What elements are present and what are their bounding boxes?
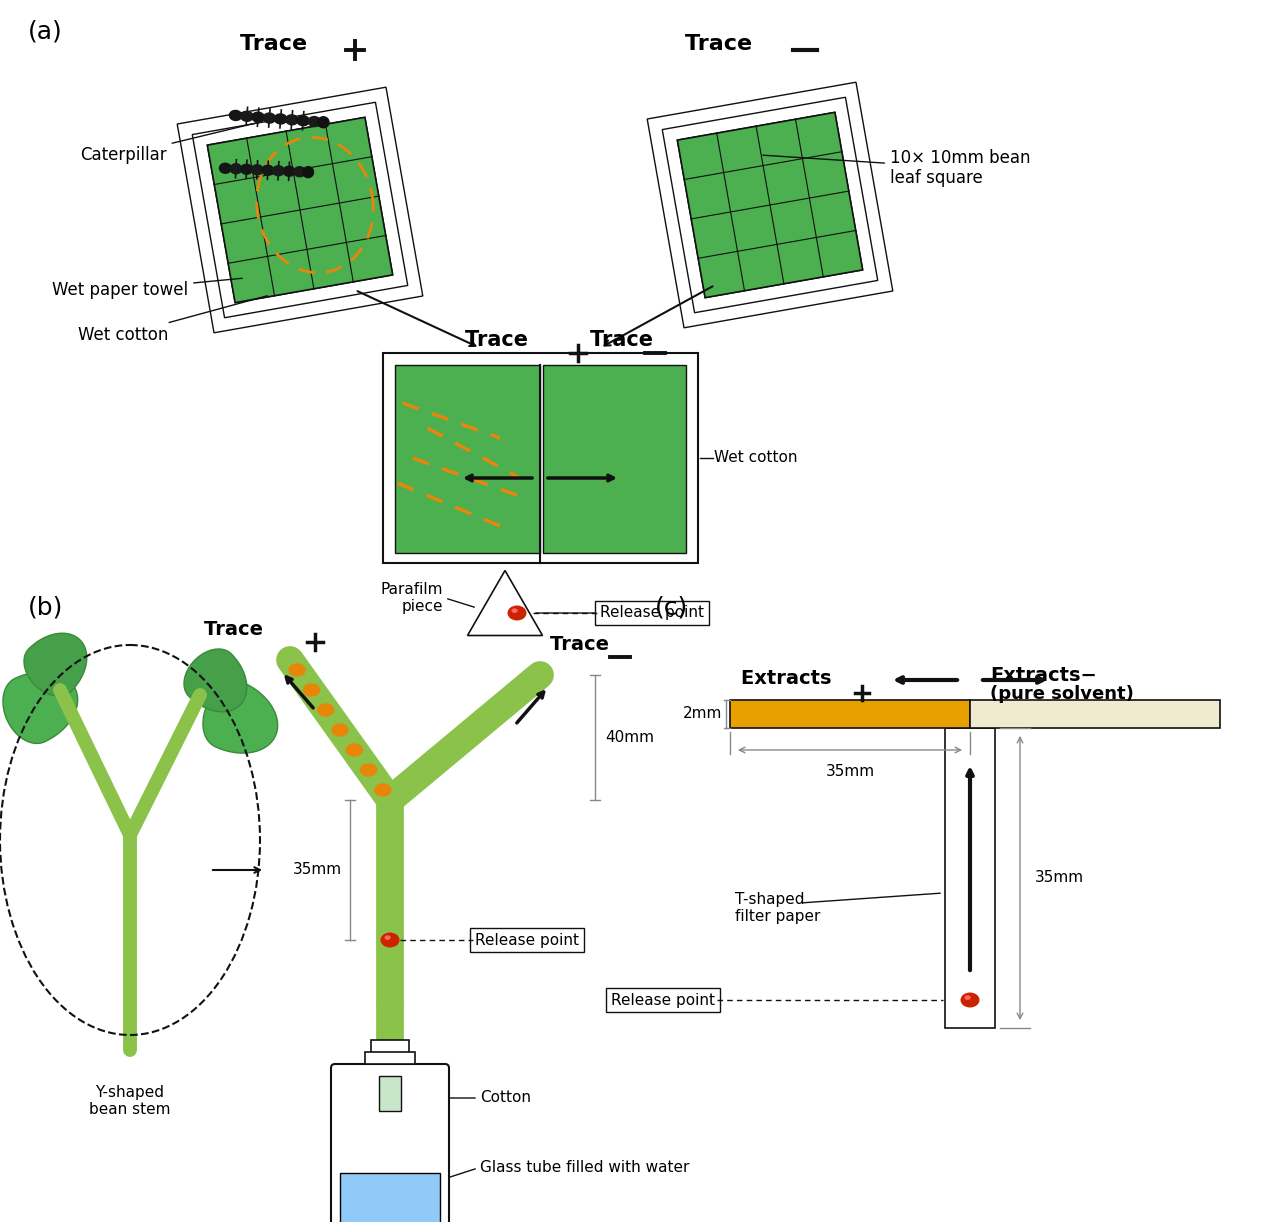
Text: Wet cotton: Wet cotton [78,296,268,345]
Polygon shape [192,103,408,318]
Polygon shape [24,633,87,697]
Polygon shape [467,571,543,635]
FancyBboxPatch shape [371,1040,410,1062]
Ellipse shape [965,996,970,1000]
Text: Trace: Trace [465,330,535,349]
Ellipse shape [308,116,320,127]
Polygon shape [677,112,863,298]
FancyBboxPatch shape [383,353,698,563]
Ellipse shape [241,164,252,175]
Text: Caterpillar: Caterpillar [79,122,257,164]
Ellipse shape [294,166,306,177]
Ellipse shape [230,164,242,174]
Text: Release point: Release point [611,992,716,1007]
Text: Y-shaped
bean stem: Y-shaped bean stem [90,1085,170,1117]
Ellipse shape [297,116,310,126]
Text: Wet cotton: Wet cotton [714,451,797,466]
Text: Parafilm
piece: Parafilm piece [380,582,443,615]
Polygon shape [677,112,863,298]
Text: Trace: Trace [205,620,270,639]
Ellipse shape [303,166,314,177]
Ellipse shape [229,110,242,121]
Ellipse shape [317,704,334,716]
Ellipse shape [251,165,262,175]
Polygon shape [662,98,878,313]
FancyBboxPatch shape [970,700,1220,728]
Text: Extracts: Extracts [741,668,838,688]
Text: Release point: Release point [475,932,579,947]
Ellipse shape [385,936,390,940]
Text: (b): (b) [28,596,64,620]
Ellipse shape [262,165,274,175]
Text: Trace: Trace [550,635,616,654]
Ellipse shape [317,117,329,128]
Ellipse shape [289,664,305,676]
Text: Trace: Trace [590,330,660,349]
Ellipse shape [961,993,979,1007]
Polygon shape [648,82,892,327]
Text: 35mm: 35mm [826,764,874,778]
Text: Trace: Trace [241,34,315,54]
Text: Extracts−: Extracts− [989,666,1097,686]
Ellipse shape [303,684,320,697]
Ellipse shape [332,723,348,736]
Text: (c): (c) [655,596,689,620]
Ellipse shape [264,114,275,123]
Ellipse shape [273,166,284,176]
Polygon shape [207,117,393,303]
Ellipse shape [361,764,376,776]
FancyBboxPatch shape [365,1052,415,1064]
Polygon shape [184,649,247,711]
Ellipse shape [375,785,390,796]
Polygon shape [177,87,422,332]
Text: Release point: Release point [600,605,704,621]
Text: 35mm: 35mm [1036,870,1084,886]
Polygon shape [3,672,78,743]
FancyBboxPatch shape [379,1077,401,1111]
Text: T-shaped
filter paper: T-shaped filter paper [735,892,820,924]
Ellipse shape [512,609,517,612]
Text: 10× 10mm bean
leaf square: 10× 10mm bean leaf square [763,149,1030,187]
Text: Cotton: Cotton [480,1090,531,1106]
Ellipse shape [219,164,232,174]
Ellipse shape [508,606,526,620]
Ellipse shape [285,115,298,125]
Text: (pure solvent): (pure solvent) [989,686,1134,703]
Ellipse shape [252,112,265,122]
Text: (a): (a) [28,20,63,43]
Ellipse shape [347,744,362,756]
Polygon shape [207,117,393,303]
FancyBboxPatch shape [394,365,540,554]
Text: Glass tube filled with water: Glass tube filled with water [480,1161,690,1176]
Text: 2mm: 2mm [682,706,722,721]
FancyBboxPatch shape [543,365,686,554]
Polygon shape [204,682,278,753]
Ellipse shape [274,114,287,123]
FancyBboxPatch shape [340,1173,440,1222]
Ellipse shape [381,934,399,947]
Text: Trace: Trace [685,34,760,54]
Text: 40mm: 40mm [605,730,654,745]
Text: 35mm: 35mm [293,863,342,877]
FancyBboxPatch shape [730,700,970,728]
Ellipse shape [241,111,253,121]
FancyBboxPatch shape [945,728,995,1028]
Ellipse shape [283,166,294,176]
Text: Wet paper towel: Wet paper towel [52,279,242,299]
FancyBboxPatch shape [332,1064,449,1222]
